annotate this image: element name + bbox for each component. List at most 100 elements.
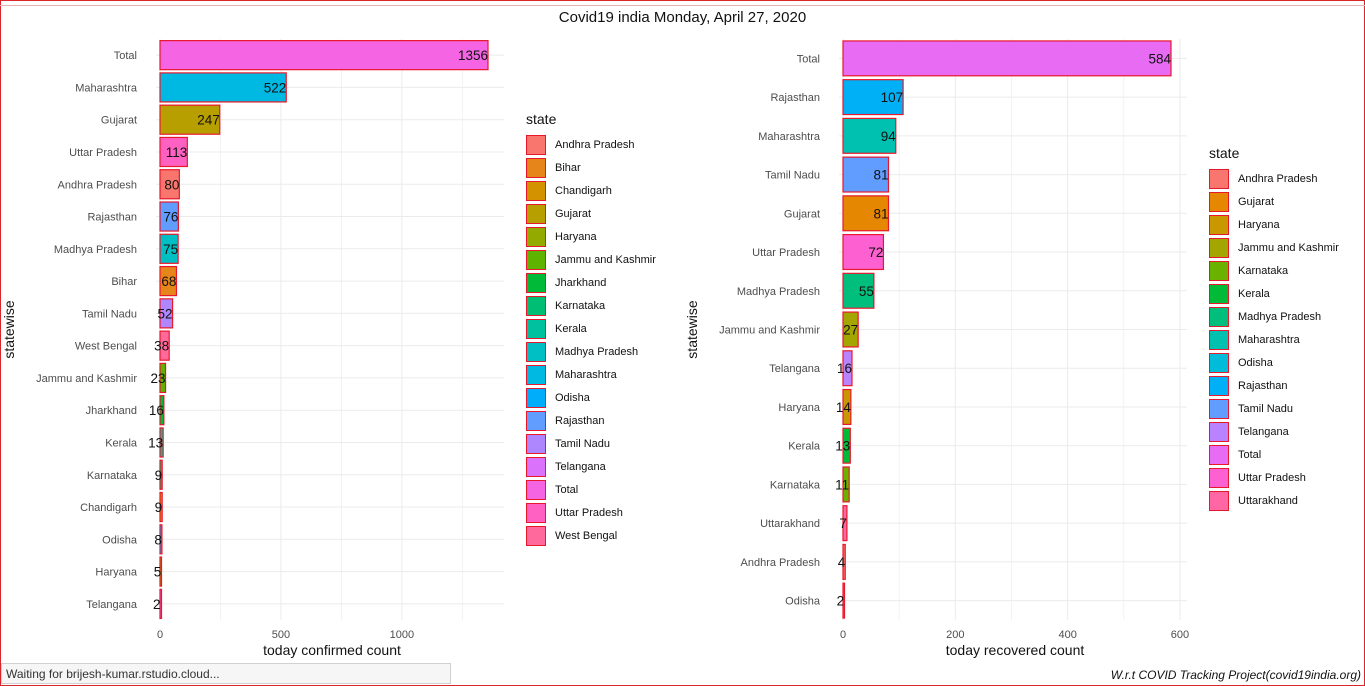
bar-jammu-and-kashmir xyxy=(842,311,859,348)
legend-item: Andhra Pradesh xyxy=(526,133,656,156)
status-bar: Waiting for brijesh-kumar.rstudio.cloud.… xyxy=(1,663,451,684)
category-label: Tamil Nadu xyxy=(82,308,137,320)
legend-label: Jharkhand xyxy=(555,276,607,289)
legend-label: Andhra Pradesh xyxy=(555,138,635,151)
bar-jammu-and-kashmir xyxy=(159,362,167,394)
category-label: Telangana xyxy=(769,363,821,375)
data-label: 94 xyxy=(881,129,897,144)
top-divider xyxy=(0,5,1365,6)
category-label: Madhya Pradesh xyxy=(54,244,137,256)
data-label: 522 xyxy=(264,80,287,95)
legend-label: Karnataka xyxy=(555,299,606,312)
bar-bihar xyxy=(159,265,178,297)
bar-jharkhand xyxy=(159,395,165,426)
data-label: 247 xyxy=(197,113,220,128)
legend-label: Telangana xyxy=(555,460,606,473)
legend-key xyxy=(1209,283,1229,304)
data-label: 11 xyxy=(835,477,849,492)
legend-confirmed: state Andhra Pradesh Bihar Chandigarh Gujar… xyxy=(526,111,656,547)
data-label: 16 xyxy=(149,403,164,418)
legend-label: Jammu and Kashmir xyxy=(555,253,656,266)
category-label: Maharashtra xyxy=(758,131,821,143)
category-label: Jammu and Kashmir xyxy=(36,373,137,385)
legend-label: Odisha xyxy=(555,391,590,404)
legend-key xyxy=(526,295,546,316)
legend-title: state xyxy=(526,111,557,127)
legend-title: state xyxy=(1209,145,1240,161)
category-label: Jharkhand xyxy=(86,405,137,417)
bar-karnataka xyxy=(842,466,850,503)
legend-item: Jharkhand xyxy=(526,271,656,294)
bar-madhya-pradesh xyxy=(159,233,179,264)
legend-recovered: state Andhra Pradesh Gujarat Haryana Jammu … xyxy=(1209,145,1339,512)
legend-label: Uttar Pradesh xyxy=(1238,471,1306,484)
legend-key xyxy=(526,203,546,224)
bar-total xyxy=(842,40,1172,77)
bar-tamil-nadu xyxy=(159,298,174,329)
legend-item: Telangana xyxy=(526,455,656,478)
legend-item: Karnataka xyxy=(526,294,656,317)
legend-key xyxy=(526,180,546,201)
data-label: 9 xyxy=(155,468,163,483)
x-tick-label: 600 xyxy=(1171,629,1189,641)
legend-key xyxy=(1209,375,1229,396)
legend-item: Bihar xyxy=(526,156,656,179)
legend-key xyxy=(526,479,546,500)
data-label: 68 xyxy=(161,274,176,289)
data-label: 80 xyxy=(164,177,179,192)
legend-key xyxy=(1209,191,1229,212)
legend-item: Maharashtra xyxy=(1209,328,1339,351)
legend-label: Telangana xyxy=(1238,425,1289,438)
data-label: 75 xyxy=(163,242,178,257)
legend-label: Odisha xyxy=(1238,356,1273,369)
category-label: Haryana xyxy=(778,402,820,414)
legend-label: Andhra Pradesh xyxy=(1238,172,1318,185)
bar-rajasthan xyxy=(159,201,179,232)
y-axis-title: statewise xyxy=(1,300,17,359)
data-label: 8 xyxy=(154,532,162,547)
bar-kerala xyxy=(842,427,851,464)
legend-key xyxy=(526,272,546,293)
category-label: Rajasthan xyxy=(770,92,820,104)
legend-item: Andhra Pradesh xyxy=(1209,167,1339,190)
legend-item: Uttarakhand xyxy=(1209,489,1339,512)
legend-label: Chandigarh xyxy=(555,184,612,197)
legend-key xyxy=(526,502,546,523)
legend-item: Maharashtra xyxy=(526,363,656,386)
legend-key xyxy=(1209,467,1229,488)
data-label: 52 xyxy=(158,306,173,321)
legend-key xyxy=(1209,237,1229,258)
x-tick-label: 1000 xyxy=(390,629,414,641)
bar-total xyxy=(159,40,489,71)
category-label: Tamil Nadu xyxy=(765,170,820,182)
category-label: Maharashtra xyxy=(75,82,138,94)
category-label: Rajasthan xyxy=(87,212,137,224)
chart-title: Covid19 india Monday, April 27, 2020 xyxy=(558,9,807,26)
bar-madhya-pradesh xyxy=(842,272,875,309)
bar-uttarakhand xyxy=(842,505,848,542)
legend-label: Haryana xyxy=(1238,218,1280,231)
data-label: 72 xyxy=(868,245,883,260)
bar-odisha xyxy=(159,524,163,555)
category-label: Kerala xyxy=(788,441,821,453)
legend-item: Rajasthan xyxy=(526,409,656,432)
legend-label: Kerala xyxy=(1238,287,1270,300)
legend-key xyxy=(1209,398,1229,419)
category-label: Uttarakhand xyxy=(760,518,820,530)
bar-haryana xyxy=(842,388,852,425)
data-label: 584 xyxy=(1148,51,1171,66)
bar-kerala xyxy=(159,427,164,458)
x-tick-label: 400 xyxy=(1058,629,1076,641)
legend-label: Gujarat xyxy=(555,207,592,220)
data-label: 81 xyxy=(873,168,888,183)
x-tick-label: 200 xyxy=(946,629,964,641)
legend-item: Telangana xyxy=(1209,420,1339,443)
data-label: 9 xyxy=(155,500,163,515)
legend-item: Jammu and Kashmir xyxy=(526,248,656,271)
data-label: 7 xyxy=(839,516,847,531)
bar-telangana xyxy=(159,588,163,619)
bar-odisha xyxy=(842,582,846,619)
category-label: Uttar Pradesh xyxy=(752,247,820,259)
source-caption: W.r.t COVID Tracking Project(covid19indi… xyxy=(1110,668,1361,682)
